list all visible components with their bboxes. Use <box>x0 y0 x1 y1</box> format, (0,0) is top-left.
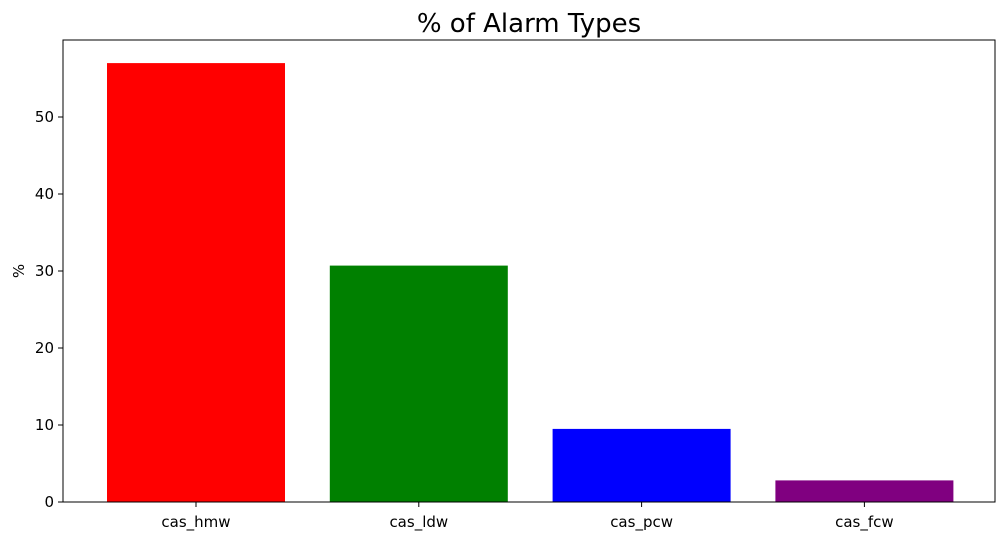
x-tick-label: cas_fcw <box>835 513 894 532</box>
plot-frame <box>62 39 996 503</box>
x-tick-label: cas_ldw <box>389 513 448 532</box>
chart-title: % of Alarm Types <box>417 9 641 39</box>
x-tick-label: cas_pcw <box>610 513 673 532</box>
y-tick-label: 40 <box>35 185 54 203</box>
bars-group <box>107 63 954 502</box>
bar-cas_fcw <box>775 480 954 502</box>
bar-cas_pcw <box>552 428 731 502</box>
y-tick-label: 30 <box>35 262 54 280</box>
y-tick-label: 20 <box>35 339 54 357</box>
y-tick-label: 10 <box>35 416 54 434</box>
bar-cas_hmw <box>107 63 285 502</box>
x-ticks-group: cas_hmw cas_ldw cas_pcw cas_fcw <box>161 502 894 532</box>
y-tick-label: 0 <box>44 493 54 511</box>
y-axis-label: % <box>10 264 28 278</box>
x-tick-label: cas_hmw <box>161 513 230 532</box>
bar-cas_ldw <box>329 265 508 502</box>
y-tick-label: 50 <box>35 108 54 126</box>
y-ticks-group: 0 10 20 30 40 50 <box>35 108 63 511</box>
